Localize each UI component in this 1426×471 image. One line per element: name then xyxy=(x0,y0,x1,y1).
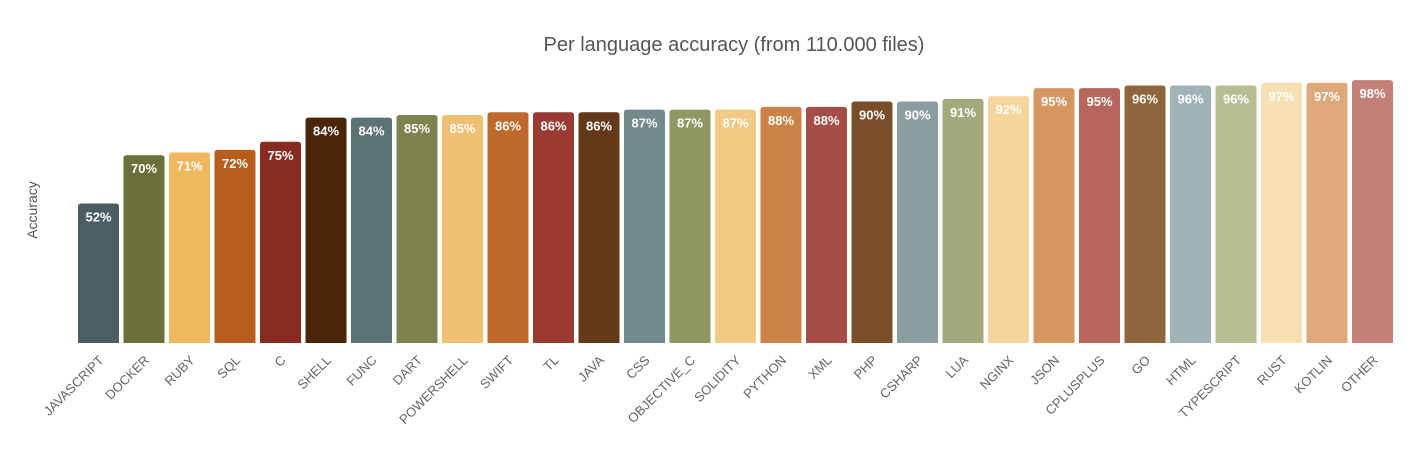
x-tick-label: OTHER xyxy=(1338,353,1381,396)
bar-shell xyxy=(305,117,347,344)
data-label: 88% xyxy=(813,113,839,128)
bar-html xyxy=(1170,85,1211,343)
bar-sql xyxy=(214,149,256,343)
data-label: 72% xyxy=(222,156,248,171)
bar-csharp xyxy=(897,101,938,343)
x-tick-label: KOTLIN xyxy=(1291,353,1335,397)
x-tick-label: DOCKER xyxy=(102,353,152,403)
x-tick-label: JSON xyxy=(1027,353,1062,388)
x-tick-label: FUNC xyxy=(343,353,379,389)
x-tick-label: SOLIDITY xyxy=(691,352,744,405)
data-label: 86% xyxy=(586,118,612,133)
bar-typescript xyxy=(1215,85,1257,343)
data-label: 71% xyxy=(176,159,202,174)
data-label: 84% xyxy=(358,124,384,139)
bar-ruby xyxy=(169,152,210,343)
data-label: 95% xyxy=(1086,94,1112,109)
bar-dart xyxy=(396,114,438,343)
bar-c xyxy=(260,141,301,343)
bar-tl xyxy=(533,112,574,344)
data-label: 70% xyxy=(131,161,157,176)
data-label: 95% xyxy=(1041,94,1067,109)
x-tick-label: TL xyxy=(540,353,561,374)
x-tick-label: SHELL xyxy=(294,353,334,393)
bar-solidity xyxy=(715,109,756,343)
data-label: 90% xyxy=(859,108,885,123)
bar-objective-c xyxy=(669,109,711,343)
data-label: 85% xyxy=(404,121,430,136)
x-tick-label: GO xyxy=(1128,353,1153,378)
bar-php xyxy=(851,101,893,343)
x-tick-label: RUST xyxy=(1254,352,1290,388)
data-label: 87% xyxy=(631,116,657,131)
x-tick-label: SWIFT xyxy=(477,352,516,391)
x-tick-label: PYTHON xyxy=(740,353,789,402)
x-tick-label: CSHARP xyxy=(877,353,926,402)
bar-go xyxy=(1124,85,1166,343)
bar-lua xyxy=(942,98,984,343)
data-label: 92% xyxy=(995,102,1021,117)
x-tick-label: DART xyxy=(390,352,426,388)
x-tick-label: XML xyxy=(805,353,835,383)
data-label: 87% xyxy=(722,116,748,131)
bar-func xyxy=(351,117,392,344)
x-tick-label: HTML xyxy=(1163,353,1199,389)
data-label: 52% xyxy=(85,210,111,225)
bar-javascript xyxy=(78,203,119,343)
chart-title: Per language accuracy (from 110.000 file… xyxy=(544,34,925,56)
data-label: 75% xyxy=(267,148,293,163)
bar-xml xyxy=(806,106,847,343)
data-label: 98% xyxy=(1359,86,1385,101)
x-tick-label: RUBY xyxy=(161,352,197,388)
x-tick-label: CSS xyxy=(623,352,653,382)
x-tick-label: C xyxy=(271,353,288,370)
data-label: 96% xyxy=(1223,91,1249,106)
data-label: 97% xyxy=(1268,89,1294,104)
data-label: 91% xyxy=(950,105,976,120)
x-tick-label: PHP xyxy=(851,353,881,383)
data-label: 90% xyxy=(904,108,930,123)
bars-group xyxy=(78,80,1393,344)
x-tick-label: LUA xyxy=(943,352,972,381)
bar-python xyxy=(760,106,802,343)
data-labels-group: 52% 70% 71% 72% 75% 84% 84% 85% 85% 86% 86% 86% 87% 8… xyxy=(85,86,1385,224)
x-tick-label: SQL xyxy=(214,353,243,382)
data-label: 86% xyxy=(540,118,566,133)
data-label: 88% xyxy=(768,113,794,128)
data-label: 97% xyxy=(1314,89,1340,104)
data-label: 84% xyxy=(313,124,339,139)
bar-kotlin xyxy=(1306,82,1348,344)
data-label: 96% xyxy=(1177,91,1203,106)
x-tick-label: JAVA xyxy=(575,352,607,384)
x-tick-label: NGINX xyxy=(977,352,1017,392)
bar-powershell xyxy=(442,114,483,343)
bar-nginx xyxy=(988,96,1029,343)
bar-json xyxy=(1033,88,1075,344)
bar-java xyxy=(578,112,620,344)
bar-css xyxy=(624,109,665,343)
data-label: 96% xyxy=(1132,91,1158,106)
data-label: 86% xyxy=(495,118,521,133)
bar-swift xyxy=(487,112,529,344)
y-axis-label: Accuracy xyxy=(24,181,40,239)
data-label: 85% xyxy=(449,121,475,136)
bar-rust xyxy=(1261,82,1302,344)
x-tick-label: JAVASCRIPT xyxy=(41,352,107,418)
bar-cplusplus xyxy=(1079,88,1120,344)
data-label: 87% xyxy=(677,116,703,131)
bar-other xyxy=(1352,80,1393,343)
bar-docker xyxy=(123,155,165,343)
